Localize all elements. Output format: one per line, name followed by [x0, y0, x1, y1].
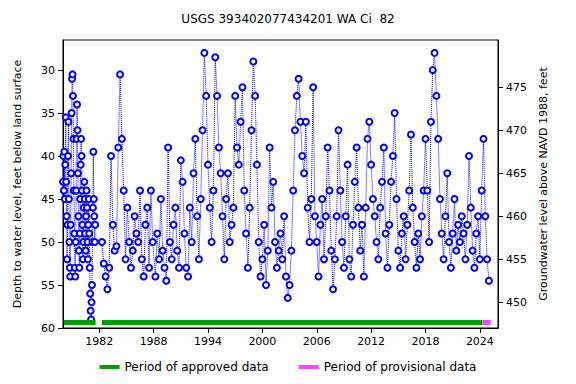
svg-text:USGS 393402077434201 WA Ci 82: USGS 393402077434201 WA Ci 82: [181, 12, 394, 26]
svg-text:50: 50: [41, 236, 55, 249]
svg-text:450: 450: [506, 296, 527, 309]
svg-text:Period of approved data: Period of approved data: [125, 360, 269, 374]
svg-text:40: 40: [41, 150, 55, 163]
svg-text:455: 455: [506, 253, 527, 266]
svg-text:55: 55: [41, 279, 55, 292]
svg-text:2012: 2012: [357, 335, 385, 348]
svg-text:1988: 1988: [140, 335, 168, 348]
svg-text:Period of provisional data: Period of provisional data: [324, 360, 477, 374]
svg-text:2000: 2000: [248, 335, 276, 348]
svg-text:Depth to water level, feet bel: Depth to water level, feet below land su…: [11, 59, 24, 308]
svg-text:45: 45: [41, 193, 55, 206]
svg-text:475: 475: [506, 81, 527, 94]
svg-text:30: 30: [41, 64, 55, 77]
svg-text:470: 470: [506, 124, 527, 137]
svg-text:1982: 1982: [85, 335, 113, 348]
svg-text:2006: 2006: [303, 335, 331, 348]
svg-text:Groundwater level above NAVD 1: Groundwater level above NAVD 1988, feet: [537, 67, 550, 301]
svg-text:465: 465: [506, 167, 527, 180]
svg-text:35: 35: [41, 107, 55, 120]
svg-text:460: 460: [506, 210, 527, 223]
svg-text:60: 60: [41, 322, 55, 335]
svg-text:1994: 1994: [194, 335, 222, 348]
svg-text:2018: 2018: [412, 335, 440, 348]
svg-text:2024: 2024: [466, 335, 494, 348]
